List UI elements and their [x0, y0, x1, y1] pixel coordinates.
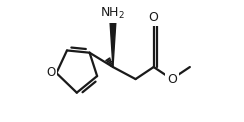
- Text: O: O: [167, 73, 177, 86]
- Text: O: O: [46, 66, 55, 79]
- Text: NH$_2$: NH$_2$: [101, 6, 125, 21]
- Text: O: O: [149, 11, 159, 24]
- Polygon shape: [110, 20, 116, 67]
